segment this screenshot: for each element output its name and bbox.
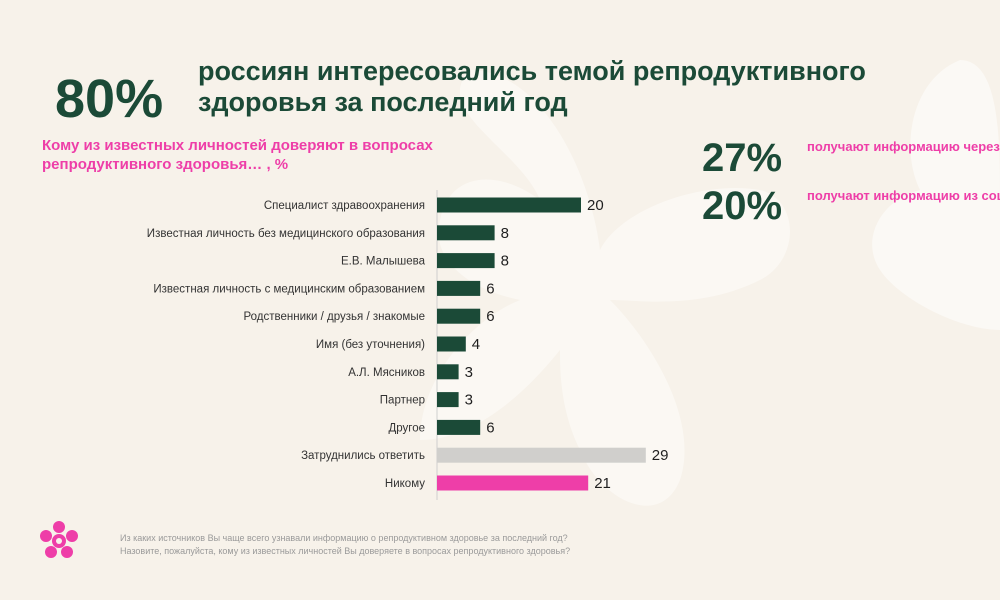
value-label: 3	[465, 364, 473, 381]
chart-question: Кому из известных личностей доверяют в в…	[42, 137, 433, 173]
category-label: А.Л. Мясников	[348, 367, 425, 379]
social-stat-value: 20%	[702, 184, 783, 228]
footnote-line-1: Из каких источников Вы чаще всего узнава…	[120, 533, 568, 543]
search-stat-text: получают информацию через поисковые сист…	[807, 139, 1000, 154]
bar	[437, 308, 481, 324]
brand-logo	[40, 521, 78, 558]
bar	[437, 253, 495, 269]
value-label: 3	[465, 392, 473, 409]
value-label: 29	[652, 447, 669, 464]
social-stat-text: получают информацию из соцсетей	[807, 188, 1000, 203]
category-label: Партнер	[380, 395, 425, 407]
headline-stat: 80%	[55, 69, 164, 129]
footnote-line-2: Назовите, пожалуйста, кому из известных …	[120, 546, 571, 556]
bar	[437, 197, 581, 213]
category-label: Другое	[388, 422, 425, 434]
bar	[437, 419, 481, 435]
footnote: Из каких источников Вы чаще всего узнава…	[120, 532, 680, 558]
bar	[437, 280, 481, 296]
category-label: Е.В. Малышева	[341, 256, 426, 268]
bar	[437, 392, 459, 408]
category-label: Специалист здравоохранения	[264, 200, 425, 212]
bar	[437, 447, 646, 463]
category-label: Известная личность с медицинским образов…	[153, 283, 425, 295]
bar	[437, 336, 466, 352]
value-label: 21	[594, 475, 611, 492]
value-label: 6	[486, 419, 494, 436]
search-stat-value: 27%	[702, 136, 783, 180]
bar	[437, 475, 589, 491]
category-label: Имя (без уточнения)	[316, 339, 425, 351]
category-label: Никому	[385, 478, 425, 490]
headline-text: россиян интересовались темой репродуктив…	[198, 56, 866, 117]
category-label: Родственники / друзья / знакомые	[243, 311, 425, 323]
bar	[437, 225, 495, 241]
bar	[437, 364, 459, 380]
value-label: 8	[501, 225, 509, 242]
value-label: 4	[472, 336, 480, 353]
value-label: 8	[501, 253, 509, 270]
value-label: 6	[486, 280, 494, 297]
value-label: 20	[587, 197, 604, 214]
value-label: 6	[486, 308, 494, 325]
category-label: Затруднились ответить	[301, 450, 425, 462]
category-label: Известная личность без медицинского обра…	[147, 228, 425, 240]
